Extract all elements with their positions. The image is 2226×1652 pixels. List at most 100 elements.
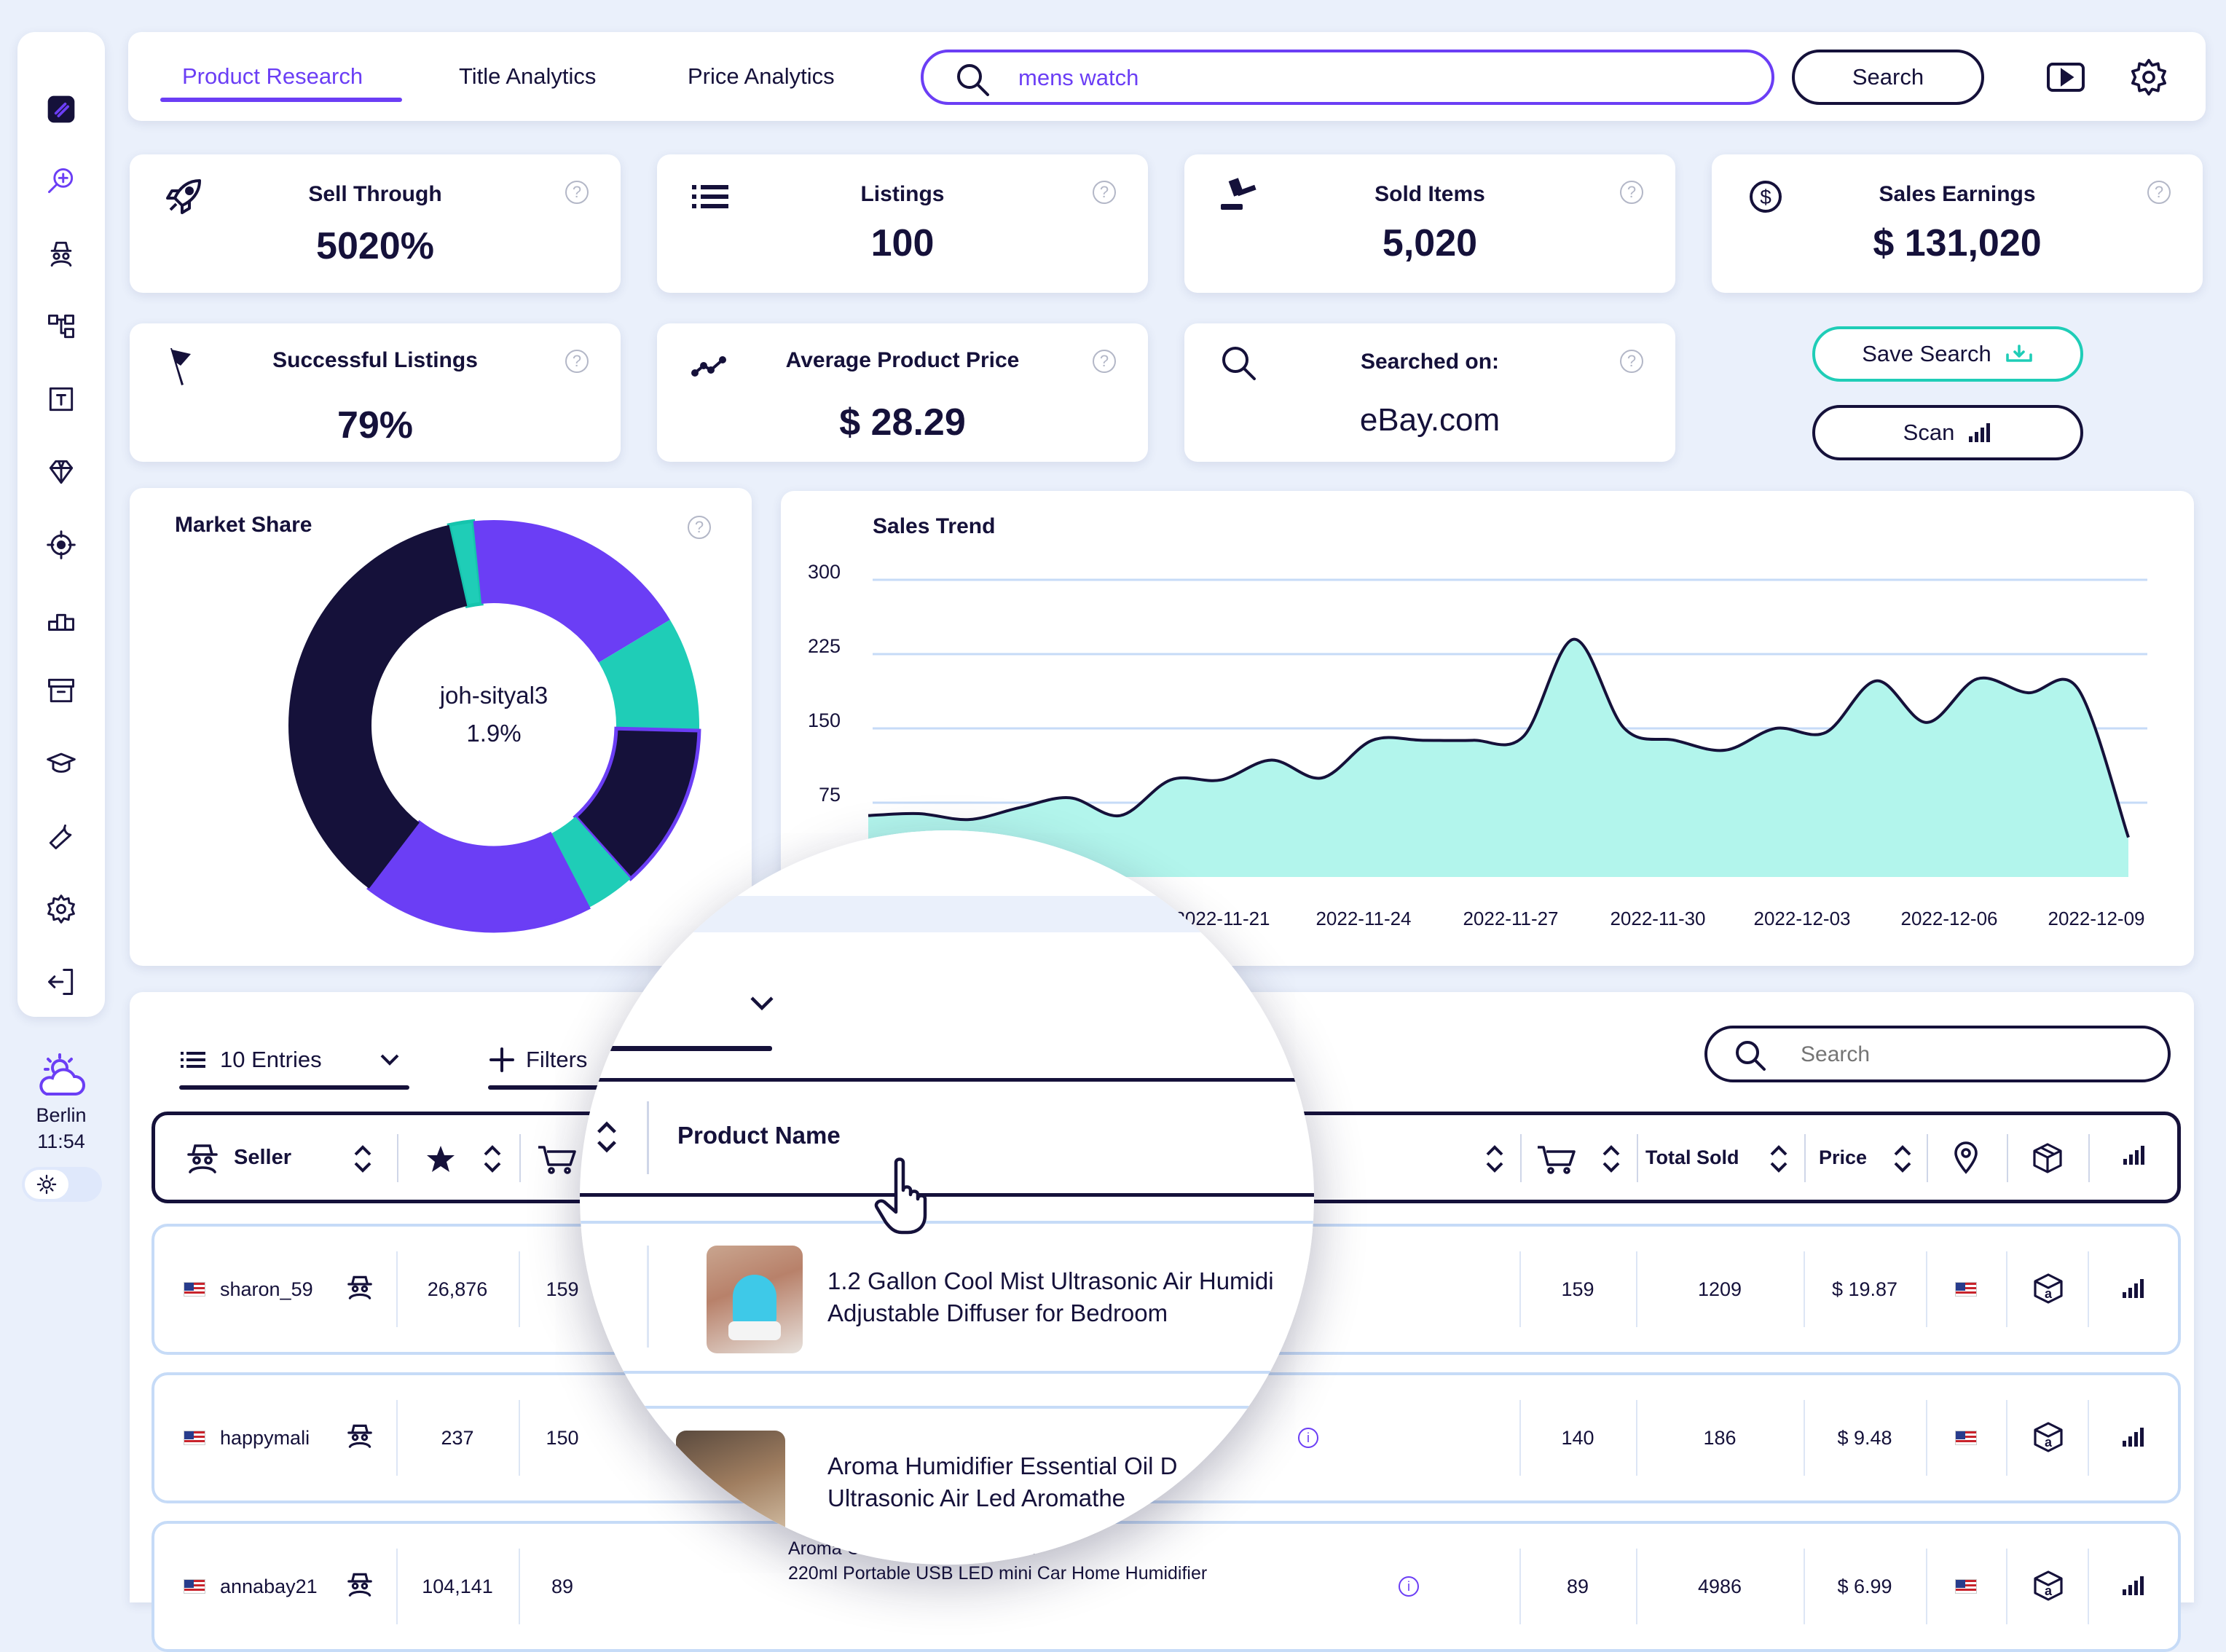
donut-slice[interactable] — [473, 520, 670, 663]
logout-icon[interactable] — [44, 964, 79, 999]
x-tick-label: 2022-11-30 — [1610, 908, 1705, 929]
help-icon[interactable]: ? — [2147, 181, 2171, 204]
donut-slice[interactable] — [288, 524, 468, 889]
leaderboard-icon[interactable] — [44, 600, 79, 635]
help-icon[interactable]: ? — [688, 516, 711, 539]
table-search-input[interactable] — [1801, 1037, 2150, 1072]
header-total-sold[interactable]: Total Sold — [1645, 1146, 1739, 1168]
product-title-line2[interactable]: Ultrasonic Air Led Aromathe — [827, 1484, 1126, 1511]
seller-cell[interactable]: happymali — [184, 1375, 310, 1500]
sort-icon[interactable] — [1892, 1144, 1914, 1173]
product-thumbnail[interactable] — [707, 1246, 803, 1353]
main-search-box[interactable] — [921, 50, 1774, 105]
hierarchy-icon[interactable] — [44, 309, 79, 344]
chevron-down-icon[interactable] — [749, 995, 775, 1012]
help-icon[interactable]: ? — [1620, 181, 1643, 204]
product-search-icon[interactable] — [44, 163, 79, 198]
product-title-line2[interactable]: Adjustable Diffuser for Bedroom — [827, 1299, 1168, 1326]
amazon-box-icon[interactable]: a — [2032, 1420, 2064, 1454]
table-search-box[interactable] — [1704, 1026, 2171, 1082]
hand-cursor-icon — [874, 1157, 927, 1235]
spy-icon[interactable] — [345, 1273, 374, 1301]
donut-slice[interactable] — [447, 519, 484, 609]
help-icon[interactable]: ? — [565, 350, 589, 373]
seller-cell[interactable]: annabay21 — [184, 1524, 318, 1649]
amazon-box-icon[interactable]: a — [2032, 1272, 2064, 1305]
logo-icon[interactable] — [44, 92, 79, 127]
help-icon[interactable]: ? — [1093, 181, 1116, 204]
amazon-box-icon[interactable]: a — [2032, 1569, 2064, 1602]
filters-button[interactable]: Filters — [488, 1034, 605, 1085]
feedback-cell: 104,141 — [422, 1575, 493, 1597]
filters-label: Filters — [526, 1047, 588, 1072]
help-icon[interactable]: ? — [1093, 350, 1116, 373]
academy-icon[interactable] — [44, 746, 79, 781]
sort-icon[interactable] — [1768, 1144, 1790, 1173]
tab-product-research[interactable]: Product Research — [182, 63, 363, 89]
donut-slice[interactable] — [599, 619, 699, 731]
signal-bars-icon[interactable] — [2121, 1278, 2146, 1299]
help-icon[interactable]: ? — [1620, 350, 1643, 373]
search-button[interactable]: Search — [1792, 50, 1984, 105]
settings-icon[interactable] — [44, 892, 79, 927]
entries-select[interactable]: 10 Entries — [179, 1034, 409, 1085]
header-price[interactable]: Price — [1819, 1146, 1868, 1168]
list-icon — [689, 175, 733, 219]
units-cell: 89 — [1566, 1575, 1589, 1597]
help-icon[interactable]: ? — [565, 181, 589, 204]
spy-icon[interactable] — [345, 1422, 374, 1450]
product-title-line1[interactable]: Aroma Humidifier Essential Oil D — [827, 1452, 1178, 1479]
video-icon[interactable] — [2045, 57, 2086, 98]
sold-cell: 159 — [546, 1278, 579, 1300]
x-tick-label: 2022-12-03 — [1754, 908, 1851, 929]
sort-icon[interactable] — [1484, 1144, 1506, 1173]
sort-icon[interactable] — [352, 1144, 374, 1173]
search-icon — [1216, 341, 1260, 385]
sort-icon[interactable] — [1600, 1144, 1622, 1173]
target-icon[interactable] — [44, 527, 79, 562]
product-thumbnail[interactable] — [676, 1431, 785, 1540]
diamond-icon[interactable] — [44, 455, 79, 489]
scan-button[interactable]: Scan — [1812, 405, 2083, 460]
gear-icon[interactable] — [2128, 57, 2169, 98]
seller-name[interactable]: annabay21 — [220, 1575, 318, 1597]
header-product-name[interactable]: Product Name — [677, 1122, 841, 1149]
y-tick-label: 75 — [819, 784, 841, 806]
tab-title-analytics[interactable]: Title Analytics — [459, 63, 597, 89]
product-title[interactable]: 220ml Portable USB LED mini Car Home Hum… — [788, 1562, 1208, 1584]
tab-price-analytics[interactable]: Price Analytics — [688, 63, 835, 89]
y-tick-label: 150 — [808, 709, 841, 731]
tools-icon[interactable] — [44, 819, 79, 854]
lens-header-border-top — [580, 1078, 1314, 1082]
title-builder-icon[interactable] — [44, 382, 79, 417]
info-icon[interactable]: i — [1399, 1576, 1419, 1597]
sort-icon[interactable] — [594, 1120, 619, 1154]
svg-text:a: a — [2045, 1435, 2053, 1450]
weather-time: 11:54 — [37, 1130, 85, 1152]
theme-toggle[interactable] — [22, 1167, 102, 1202]
x-tick-label: 2022-12-09 — [2048, 908, 2145, 929]
spy-icon[interactable] — [345, 1570, 374, 1598]
signal-bars-icon[interactable] — [2121, 1575, 2146, 1597]
seller-cell[interactable]: sharon_59 — [184, 1227, 313, 1352]
spy-icon — [187, 1144, 218, 1173]
main-search-input[interactable] — [1018, 60, 1747, 96]
price-cell: $ 6.99 — [1837, 1575, 1892, 1597]
seller-name[interactable]: sharon_59 — [220, 1278, 313, 1300]
header-seller[interactable]: Seller — [234, 1145, 291, 1169]
active-tab-indicator — [160, 98, 402, 102]
save-search-button[interactable]: Save Search — [1812, 326, 2083, 382]
sort-icon[interactable] — [481, 1144, 503, 1173]
donut-slice[interactable] — [366, 819, 591, 933]
archive-icon[interactable] — [44, 673, 79, 708]
product-title-line1[interactable]: 1.2 Gallon Cool Mist Ultrasonic Air Humi… — [827, 1267, 1274, 1294]
seller-name[interactable]: happymali — [220, 1426, 310, 1449]
rocket-icon — [162, 175, 205, 219]
signal-bars-icon[interactable] — [2121, 1426, 2146, 1448]
total-sold-cell: 1209 — [1697, 1278, 1742, 1300]
plus-icon — [489, 1047, 514, 1072]
units-cell: 140 — [1561, 1426, 1594, 1449]
spy-icon[interactable] — [44, 236, 79, 271]
stat-value: $ 28.29 — [839, 401, 966, 444]
stat-value: 5020% — [316, 225, 434, 267]
